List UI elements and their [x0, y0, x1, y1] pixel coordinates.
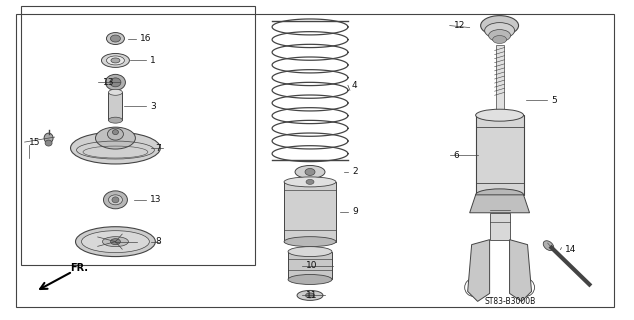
Bar [108, 92, 122, 120]
Text: 11: 11 [306, 291, 318, 300]
Text: 4: 4 [352, 81, 358, 90]
Ellipse shape [112, 197, 119, 203]
Ellipse shape [107, 33, 124, 44]
Ellipse shape [306, 293, 314, 298]
Ellipse shape [484, 23, 515, 38]
Ellipse shape [82, 231, 150, 252]
Text: 13: 13 [150, 195, 162, 204]
Ellipse shape [288, 247, 332, 257]
Ellipse shape [103, 237, 129, 247]
Ellipse shape [105, 74, 126, 90]
Ellipse shape [476, 189, 524, 201]
Ellipse shape [111, 58, 120, 63]
Polygon shape [510, 240, 531, 301]
Text: 14: 14 [564, 245, 576, 254]
Ellipse shape [108, 89, 122, 95]
Text: 13: 13 [103, 78, 114, 87]
Ellipse shape [305, 168, 315, 175]
Text: 8: 8 [155, 237, 161, 246]
Text: 7: 7 [155, 144, 161, 153]
Bar [476, 115, 524, 195]
Ellipse shape [103, 191, 127, 209]
Polygon shape [468, 240, 489, 301]
Ellipse shape [288, 275, 332, 284]
Ellipse shape [476, 109, 524, 121]
Ellipse shape [489, 29, 510, 42]
Text: FR.: FR. [70, 262, 89, 273]
Text: ST83-B3000B: ST83-B3000B [484, 297, 536, 306]
Ellipse shape [112, 130, 119, 135]
Bar [284, 182, 336, 242]
Ellipse shape [107, 56, 124, 65]
Circle shape [465, 278, 482, 296]
Text: 6: 6 [454, 150, 460, 160]
Ellipse shape [481, 16, 519, 36]
Ellipse shape [110, 35, 120, 42]
Ellipse shape [284, 177, 336, 187]
Ellipse shape [543, 241, 553, 251]
Ellipse shape [295, 165, 325, 179]
Ellipse shape [45, 140, 52, 146]
Bar [21, 6, 255, 265]
Text: 3: 3 [150, 102, 156, 111]
Text: 5: 5 [552, 96, 557, 105]
Ellipse shape [70, 132, 160, 164]
Ellipse shape [75, 227, 155, 257]
Bar [496, 45, 503, 120]
Ellipse shape [108, 117, 122, 123]
Text: 2: 2 [352, 167, 358, 176]
Polygon shape [470, 195, 529, 213]
Bar [489, 213, 510, 240]
Ellipse shape [110, 78, 121, 87]
Ellipse shape [96, 127, 136, 149]
Text: 9: 9 [352, 207, 358, 216]
Text: 15: 15 [29, 138, 40, 147]
Text: 16: 16 [140, 34, 152, 43]
Ellipse shape [110, 239, 120, 244]
Ellipse shape [101, 53, 129, 68]
Text: 12: 12 [454, 21, 465, 30]
Ellipse shape [108, 195, 122, 205]
Text: 10: 10 [306, 261, 318, 270]
Ellipse shape [493, 36, 507, 44]
Ellipse shape [306, 180, 314, 184]
Ellipse shape [297, 291, 323, 300]
Text: 1: 1 [150, 56, 156, 65]
Ellipse shape [107, 128, 124, 140]
Ellipse shape [44, 133, 53, 143]
Circle shape [517, 278, 534, 296]
Bar [288, 252, 332, 279]
Ellipse shape [284, 237, 336, 247]
